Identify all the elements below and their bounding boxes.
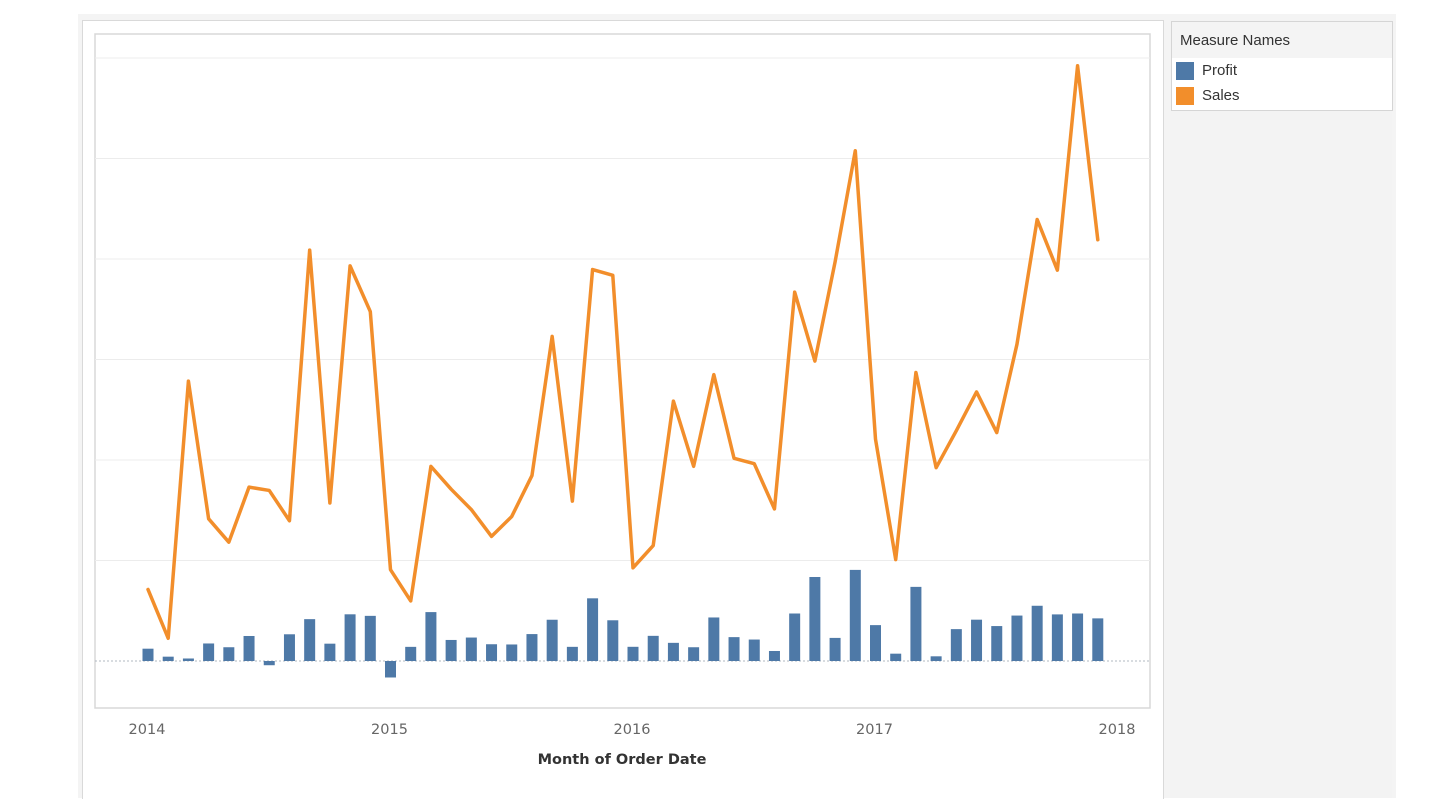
profit-bar[interactable] [789, 613, 801, 661]
profit-bar[interactable] [627, 646, 639, 661]
profit-bar[interactable] [142, 648, 154, 661]
x-tick-label: 2015 [371, 722, 408, 738]
profit-bar[interactable] [607, 620, 619, 661]
profit-bar[interactable] [1051, 614, 1063, 661]
profit-bar[interactable] [223, 647, 235, 661]
profit-bar[interactable] [870, 625, 881, 661]
plot-area [94, 33, 1151, 709]
profit-bar[interactable] [930, 656, 942, 661]
profit-bar[interactable] [950, 629, 962, 661]
profit-bar[interactable] [344, 614, 356, 661]
profit-bar[interactable] [405, 646, 417, 661]
profit-bar[interactable] [890, 653, 902, 661]
profit-bar[interactable] [506, 644, 518, 661]
profit-bar[interactable] [283, 634, 295, 661]
profit-bar[interactable] [587, 598, 599, 661]
profit-bar[interactable] [748, 639, 760, 661]
legend-label-profit: Profit [1202, 62, 1238, 79]
legend: Measure Names Profit Sales [1171, 21, 1393, 111]
profit-bar[interactable] [708, 617, 720, 661]
profit-bar[interactable] [910, 586, 922, 661]
profit-bar[interactable] [486, 644, 498, 661]
profit-bar[interactable] [566, 646, 578, 661]
profit-bar[interactable] [263, 661, 275, 666]
profit-bar[interactable] [304, 619, 316, 661]
profit-bar[interactable] [465, 637, 477, 661]
profit-bar[interactable] [385, 661, 396, 678]
legend-swatch-sales [1176, 86, 1194, 105]
profit-bar[interactable] [829, 637, 841, 661]
gridlines [95, 57, 1150, 561]
sales-line [146, 64, 1100, 641]
legend-item-sales[interactable]: Sales [1172, 83, 1392, 108]
profit-bar[interactable] [1011, 615, 1023, 661]
profit-bar[interactable] [688, 647, 700, 661]
legend-label-sales: Sales [1202, 87, 1240, 104]
profit-bar[interactable] [647, 635, 659, 661]
profit-bar[interactable] [1072, 613, 1084, 661]
profit-bar[interactable] [526, 634, 538, 661]
x-tick-label: 2016 [614, 722, 651, 738]
profit-bar[interactable] [768, 650, 780, 661]
x-axis-title: Month of Order Date [538, 752, 707, 768]
profit-bars [142, 569, 1104, 678]
profit-bar[interactable] [546, 619, 558, 661]
profit-bar[interactable] [445, 639, 457, 661]
profit-bar[interactable] [1031, 605, 1043, 661]
legend-title: Measure Names [1172, 22, 1392, 58]
profit-bar[interactable] [364, 615, 376, 661]
x-tick-label: 2018 [1099, 722, 1136, 738]
x-tick-label: 2017 [856, 722, 893, 738]
profit-bar[interactable] [203, 643, 215, 661]
profit-bar[interactable] [728, 637, 740, 661]
profit-bar[interactable] [971, 619, 983, 661]
profit-bar[interactable] [809, 576, 821, 661]
profit-bar[interactable] [1092, 618, 1104, 661]
legend-swatch-profit [1176, 61, 1194, 80]
x-axis-ticks: 2014 2015 2016 2017 2018 [129, 722, 1136, 738]
profit-bar[interactable] [162, 656, 174, 661]
profit-bar[interactable] [849, 569, 861, 661]
x-tick-label: 2014 [129, 722, 166, 738]
profit-bar[interactable] [667, 642, 679, 661]
legend-pane [1170, 20, 1392, 798]
legend-item-profit[interactable]: Profit [1172, 58, 1392, 83]
profit-bar[interactable] [182, 658, 194, 661]
profit-bar[interactable] [425, 612, 437, 661]
profit-bar[interactable] [324, 643, 336, 661]
profit-bar[interactable] [243, 635, 255, 661]
profit-bar[interactable] [991, 626, 1003, 661]
